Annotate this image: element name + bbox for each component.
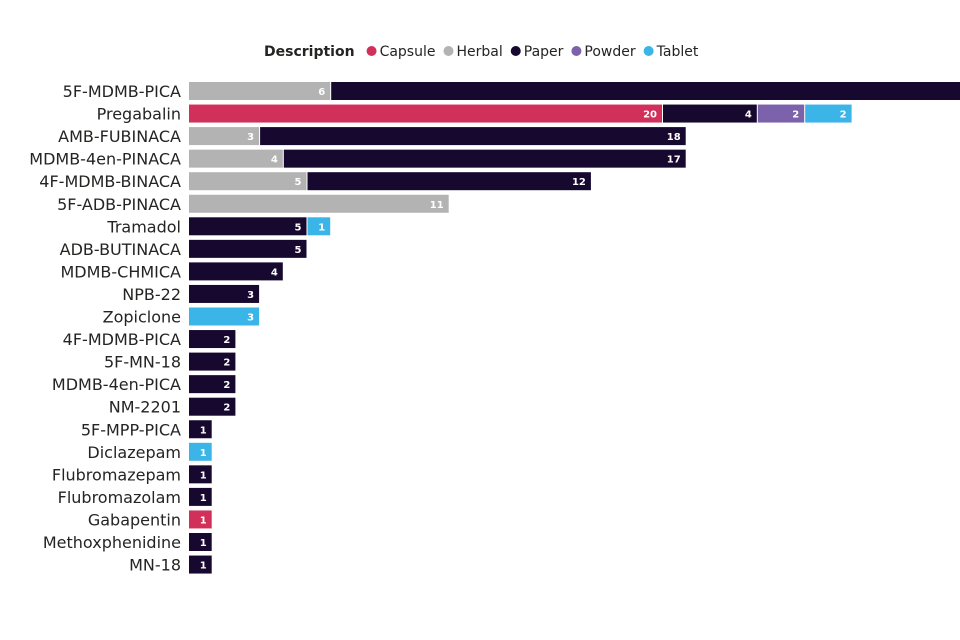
category-label: AMB-FUBINACA	[58, 127, 181, 146]
bar-segment-capsule[interactable]	[189, 510, 212, 529]
data-label: 5	[295, 222, 302, 233]
data-label: 1	[200, 425, 207, 436]
legend-marker-powder	[571, 46, 582, 56]
data-label: 1	[200, 448, 207, 459]
bar-segment-tablet[interactable]	[805, 104, 852, 123]
data-label: 3	[247, 132, 254, 143]
data-label: 2	[223, 358, 230, 369]
data-label: 2	[223, 380, 230, 391]
data-label: 3	[247, 290, 254, 301]
category-label: Gabapentin	[88, 510, 181, 529]
data-label: 5	[295, 245, 302, 256]
data-label: 2	[223, 335, 230, 346]
bar-segment-paper[interactable]	[189, 352, 236, 371]
bars: 633204223184175121151543322221111111	[189, 82, 960, 574]
bar-segment-paper[interactable]	[307, 172, 591, 191]
bar-segment-paper[interactable]	[189, 284, 260, 303]
bar-segment-paper[interactable]	[189, 217, 307, 236]
data-label: 1	[200, 561, 207, 572]
legend-item-capsule[interactable]: Capsule	[380, 44, 436, 60]
bar-segment-paper[interactable]	[189, 420, 212, 439]
category-label: Tramadol	[106, 217, 181, 236]
data-label: 12	[572, 177, 586, 188]
category-label: ADB-BUTINACA	[60, 240, 181, 259]
data-label: 20	[643, 110, 657, 121]
data-label: 17	[667, 155, 681, 166]
legend-item-herbal[interactable]: Herbal	[456, 44, 502, 60]
bar-segment-paper[interactable]	[189, 375, 236, 394]
category-label: MDMB-4en-PINACA	[29, 150, 181, 169]
bar-segment-herbal[interactable]	[189, 82, 331, 100]
legend-marker-herbal	[443, 46, 454, 56]
data-label: 1	[318, 222, 325, 233]
category-label: MDMB-4en-PICA	[52, 375, 181, 394]
category-label: NPB-22	[122, 285, 181, 304]
data-label: 4	[271, 155, 278, 166]
category-axis: 5F-MDMB-PICA Pregabalin AMB-FUBINACA MDMB-4…	[29, 82, 181, 575]
category-label: MDMB-CHMICA	[60, 262, 181, 281]
bar-segment-herbal[interactable]	[189, 172, 307, 191]
bar-segment-paper[interactable]	[260, 127, 686, 146]
category-label: 5F-ADB-PINACA	[57, 195, 181, 214]
bar-segment-paper[interactable]	[189, 533, 212, 551]
bar-segment-capsule[interactable]	[189, 104, 662, 123]
data-label: 2	[840, 110, 847, 121]
data-label: 1	[200, 493, 207, 504]
bar-segment-powder[interactable]	[757, 104, 805, 123]
legend-title: Description	[264, 44, 355, 60]
bar-segment-herbal[interactable]	[189, 194, 449, 213]
data-label: 11	[430, 200, 444, 211]
category-label: Flubromazolam	[58, 488, 181, 507]
data-label: 1	[200, 538, 207, 549]
category-label: 5F-MPP-PICA	[81, 420, 181, 439]
data-label: 1	[200, 515, 207, 526]
data-label: 1	[200, 470, 207, 481]
category-label: 4F-MDMB-BINACA	[39, 172, 181, 191]
bar-segment-paper[interactable]	[189, 555, 212, 574]
bar-segment-tablet[interactable]	[189, 442, 212, 461]
bar-segment-paper[interactable]	[189, 330, 236, 349]
data-label: 18	[667, 132, 681, 143]
data-label: 3	[247, 313, 254, 324]
category-label: Methoxphenidine	[43, 533, 181, 552]
legend: Description Capsule Herbal Paper Powder Tabl…	[264, 44, 699, 60]
category-label: 4F-MDMB-PICA	[63, 330, 181, 349]
category-label: 5F-MDMB-PICA	[63, 82, 181, 101]
legend-item-tablet[interactable]: Tablet	[656, 44, 699, 60]
legend-item-powder[interactable]: Powder	[584, 44, 635, 60]
bar-segment-paper[interactable]	[331, 82, 960, 100]
bar-segment-tablet[interactable]	[307, 217, 331, 236]
category-label: Zopiclone	[103, 308, 181, 327]
bar-segment-herbal[interactable]	[189, 127, 260, 146]
category-label: NM-2201	[109, 398, 181, 417]
data-label: 2	[223, 403, 230, 414]
data-label: 2	[792, 110, 799, 121]
bar-segment-paper[interactable]	[189, 239, 307, 258]
category-label: Diclazepam	[87, 443, 181, 462]
bar-segment-paper[interactable]	[189, 397, 236, 416]
legend-marker-capsule	[366, 46, 377, 56]
data-label: 4	[745, 110, 752, 121]
legend-item-paper[interactable]: Paper	[524, 44, 564, 60]
bar-segment-paper[interactable]	[189, 262, 283, 281]
bar-segment-paper[interactable]	[663, 104, 757, 123]
category-label: Pregabalin	[97, 105, 181, 124]
category-label: Flubromazepam	[52, 465, 181, 484]
category-label: 5F-MN-18	[104, 353, 181, 372]
bar-segment-herbal[interactable]	[189, 149, 283, 168]
data-label: 6	[318, 87, 325, 98]
legend-marker-tablet	[643, 46, 654, 56]
bar-segment-paper[interactable]	[283, 149, 686, 168]
data-label: 5	[295, 177, 302, 188]
category-label: MN-18	[129, 556, 181, 575]
bar-segment-paper[interactable]	[189, 465, 212, 484]
bar-segment-tablet[interactable]	[189, 307, 260, 326]
legend-marker-paper	[510, 46, 521, 56]
data-label: 4	[271, 267, 278, 278]
bar-segment-paper[interactable]	[189, 487, 212, 506]
